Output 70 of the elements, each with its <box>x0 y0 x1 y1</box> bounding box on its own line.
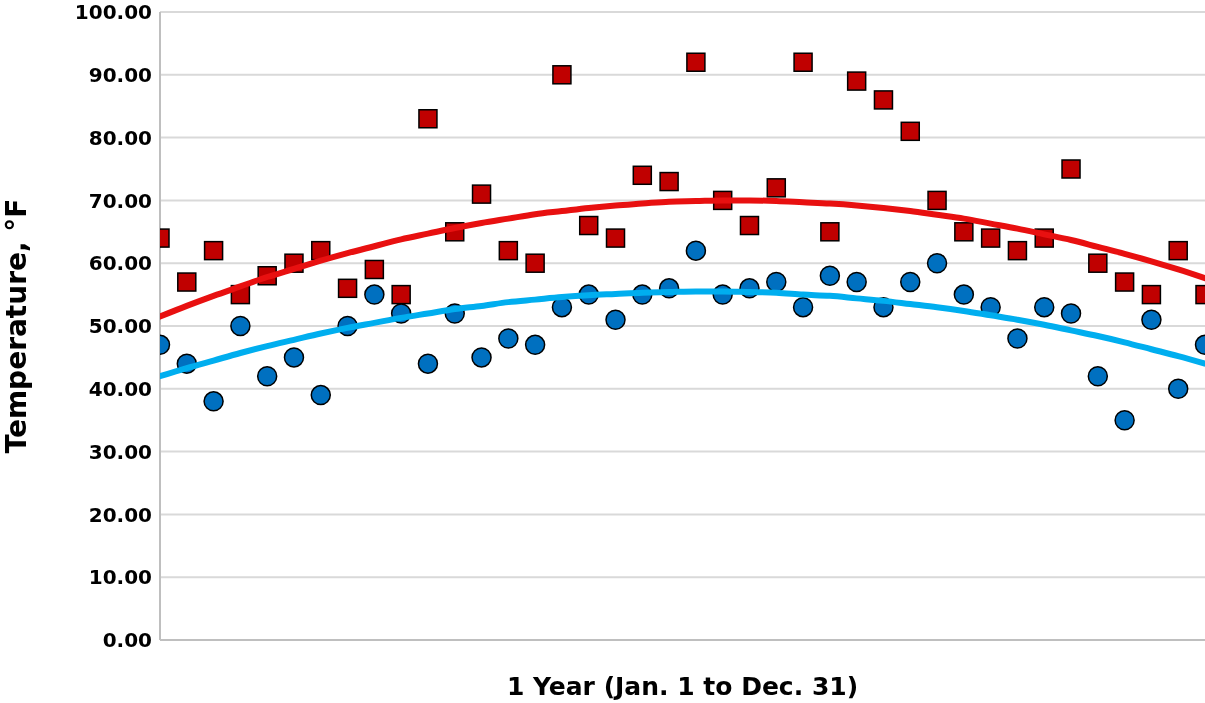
point <box>1167 378 1189 400</box>
point <box>578 215 599 236</box>
point <box>605 309 626 330</box>
point <box>605 228 626 248</box>
point <box>1141 284 1162 305</box>
point <box>1114 409 1135 431</box>
point <box>283 347 305 368</box>
point <box>632 165 653 186</box>
point <box>1088 253 1108 273</box>
y-tick-label: 0.00 <box>102 628 152 653</box>
y-tick-label: 90.00 <box>88 62 152 87</box>
point <box>846 271 867 293</box>
point <box>471 347 492 368</box>
point <box>418 109 438 129</box>
point <box>766 178 787 198</box>
point <box>686 52 706 72</box>
point <box>1061 159 1081 179</box>
y-tick-label: 70.00 <box>88 188 152 213</box>
point <box>766 271 787 293</box>
point <box>846 71 867 91</box>
point <box>792 296 814 318</box>
point <box>793 52 813 72</box>
point <box>659 171 679 192</box>
point <box>417 353 439 374</box>
point <box>739 215 760 236</box>
point <box>980 228 1001 248</box>
point <box>391 284 411 305</box>
y-tick-label: 20.00 <box>88 502 152 527</box>
point <box>954 222 974 242</box>
point <box>927 190 947 211</box>
point <box>1007 328 1028 349</box>
point <box>230 315 251 337</box>
point <box>1141 309 1162 330</box>
point <box>524 334 546 356</box>
point <box>525 253 545 273</box>
y-axis-title: Temperature, °F <box>0 198 33 454</box>
point <box>953 284 975 305</box>
point <box>498 328 519 349</box>
y-tick-label: 40.00 <box>88 376 152 401</box>
point <box>310 384 332 406</box>
point <box>873 90 894 110</box>
point <box>926 252 948 274</box>
point <box>498 240 519 261</box>
point <box>203 240 224 261</box>
point <box>900 121 921 142</box>
point <box>364 259 385 280</box>
point <box>819 265 841 287</box>
y-tick-label: 30.00 <box>88 439 152 464</box>
y-tick-label: 100.00 <box>74 0 152 25</box>
point <box>552 65 572 85</box>
y-tick-label: 50.00 <box>88 314 152 339</box>
y-tick-label: 10.00 <box>88 565 152 590</box>
point <box>1007 240 1028 261</box>
point <box>900 271 921 293</box>
point <box>1114 272 1135 292</box>
point <box>364 284 385 305</box>
point <box>177 272 197 292</box>
point <box>820 222 840 242</box>
point <box>203 391 224 412</box>
point <box>685 240 707 261</box>
point <box>471 184 492 204</box>
point <box>337 278 358 299</box>
point <box>1060 303 1082 324</box>
y-tick-label: 60.00 <box>88 251 152 276</box>
y-tick-label: 80.00 <box>88 125 152 150</box>
point <box>1033 296 1055 318</box>
point <box>1087 365 1109 387</box>
x-axis-title: 1 Year (Jan. 1 to Dec. 31) <box>506 672 859 701</box>
point <box>256 365 278 387</box>
point <box>1168 240 1188 261</box>
